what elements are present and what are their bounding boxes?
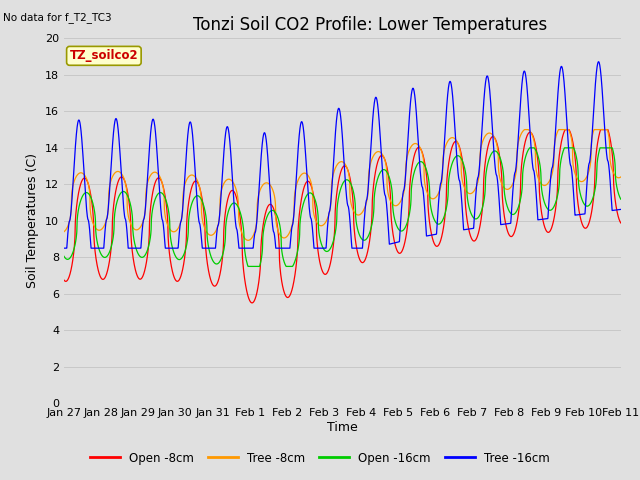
Tree -8cm: [406, 144, 414, 150]
Legend: Open -8cm, Tree -8cm, Open -16cm, Tree -16cm: Open -8cm, Tree -8cm, Open -16cm, Tree -…: [86, 447, 554, 469]
Open -8cm: [397, 250, 404, 256]
Y-axis label: Soil Temperatures (C): Soil Temperatures (C): [26, 153, 40, 288]
Open -8cm: [60, 277, 68, 283]
Tree -16cm: [564, 136, 572, 142]
Tree -8cm: [521, 127, 529, 132]
Tree -16cm: [617, 206, 625, 212]
Tree -16cm: [617, 206, 625, 212]
Tree -8cm: [617, 174, 625, 180]
Tree -16cm: [406, 101, 414, 107]
Open -16cm: [60, 253, 68, 259]
Open -8cm: [179, 264, 187, 269]
Open -16cm: [216, 259, 223, 265]
Title: Tonzi Soil CO2 Profile: Lower Temperatures: Tonzi Soil CO2 Profile: Lower Temperatur…: [193, 16, 547, 34]
Tree -16cm: [60, 245, 68, 251]
Open -8cm: [248, 300, 256, 306]
Open -16cm: [617, 196, 625, 202]
Line: Open -8cm: Open -8cm: [64, 130, 621, 303]
Line: Tree -16cm: Tree -16cm: [64, 62, 621, 248]
Open -16cm: [564, 145, 572, 151]
Tree -8cm: [244, 238, 252, 243]
Open -16cm: [244, 264, 252, 269]
Tree -8cm: [216, 215, 223, 220]
Open -8cm: [617, 220, 625, 226]
Open -8cm: [406, 175, 414, 180]
Tree -8cm: [60, 229, 68, 235]
Open -16cm: [617, 196, 625, 202]
Open -8cm: [564, 127, 572, 132]
Open -16cm: [406, 203, 414, 209]
Tree -16cm: [595, 59, 602, 65]
Text: TZ_soilco2: TZ_soilco2: [70, 49, 138, 62]
Tree -16cm: [397, 218, 404, 224]
Open -8cm: [561, 127, 569, 132]
Tree -8cm: [397, 198, 404, 204]
Open -8cm: [216, 274, 223, 279]
Tree -8cm: [179, 190, 187, 195]
Open -16cm: [179, 253, 187, 259]
Open -16cm: [397, 228, 404, 234]
Tree -8cm: [564, 127, 572, 132]
Open -16cm: [526, 145, 534, 151]
Line: Tree -8cm: Tree -8cm: [64, 130, 621, 240]
Tree -16cm: [179, 198, 187, 204]
Text: No data for f_T2_TC3: No data for f_T2_TC3: [3, 12, 112, 23]
Open -8cm: [617, 220, 625, 226]
X-axis label: Time: Time: [327, 421, 358, 434]
Tree -8cm: [617, 174, 625, 180]
Line: Open -16cm: Open -16cm: [64, 148, 621, 266]
Tree -16cm: [216, 214, 223, 219]
